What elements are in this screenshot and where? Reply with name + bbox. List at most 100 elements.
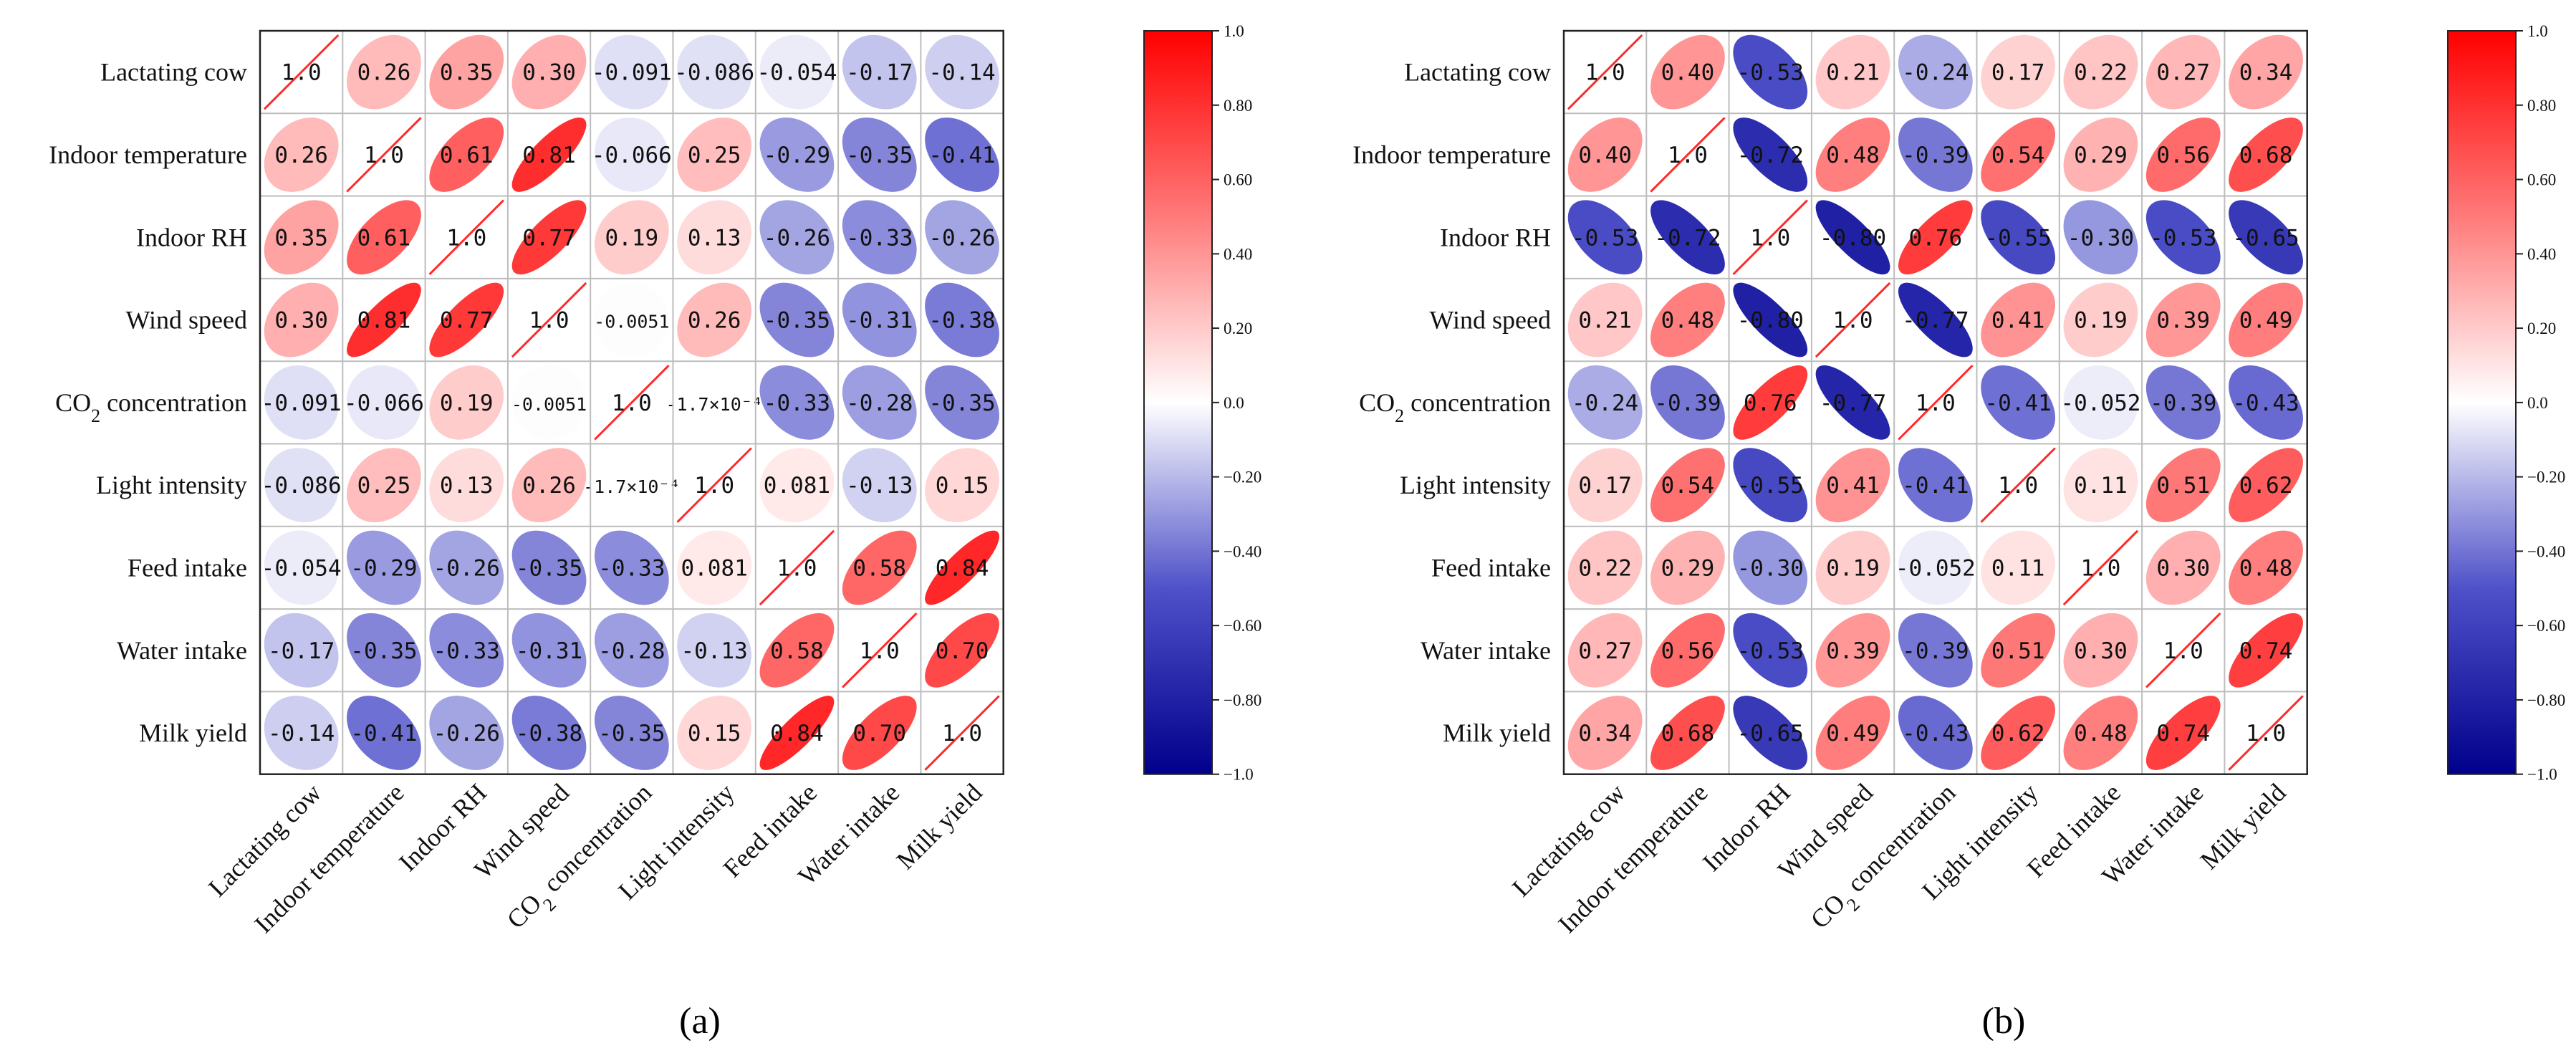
ellipse-cell-milk-yield-water-intake [2145, 696, 2221, 770]
value-label-cell-indoor-rh-feed-intake: -0.26 [764, 225, 830, 251]
y-tick-label-water-intake: Water intake [117, 636, 247, 665]
value-label-cell-feed-intake-indoor-rh: -0.26 [433, 555, 500, 581]
ellipse-cell-feed-intake-indoor-temperature [1650, 530, 1725, 605]
y-tick-label-indoor-temperature: Indoor temperature [49, 140, 247, 169]
diagonal-line [1898, 365, 1974, 441]
y-tick-label-co-concentration: CO2 concentration [55, 388, 247, 426]
value-label-cell-indoor-rh-lactating-cow: -0.53 [1572, 225, 1638, 251]
value-label-cell-lactating-cow-feed-intake: -0.054 [756, 60, 837, 86]
value-label-cell-light-intensity-indoor-temperature: 0.54 [1661, 473, 1715, 499]
colorbar-tick-label: −0.40 [2527, 542, 2565, 560]
value-label-cell-water-intake-indoor-rh: -0.53 [1737, 638, 1804, 664]
value-label-cell-indoor-temperature-light-intensity: 0.54 [1991, 143, 2045, 168]
ellipse-cell-water-intake-lactating-cow [264, 613, 339, 688]
y-tick-label-feed-intake: Feed intake [128, 553, 247, 582]
ellipse-cell-lactating-cow-milk-yield [925, 34, 999, 110]
ellipse-cell-light-intensity-feed-intake [759, 448, 835, 523]
ellipse-cell-light-intensity-wind-speed [511, 448, 587, 523]
diagonal-line [1650, 117, 1726, 193]
diagonal-line [2145, 613, 2221, 688]
diagonal-line [263, 34, 340, 110]
value-label-cell-co-concentration-indoor-temperature: -0.066 [344, 390, 424, 416]
colorbar-tick-label: 0.0 [2527, 394, 2548, 412]
panel-caption-a: (a) [679, 1001, 721, 1042]
value-label-cell-light-intensity-co-concentration: -1.7×10⁻⁴ [583, 476, 680, 497]
ellipse-cell-co-concentration-indoor-rh [1733, 365, 1808, 440]
ellipse-cell-wind-speed-water-intake [2145, 282, 2221, 357]
value-label-cell-lactating-cow-lactating-cow: 1.0 [282, 60, 322, 86]
value-label-cell-lactating-cow-wind-speed: 0.21 [1826, 60, 1880, 86]
ellipse-cell-co-concentration-feed-intake [759, 365, 835, 440]
value-label-cell-water-intake-feed-intake: 0.58 [770, 638, 824, 664]
value-label-cell-co-concentration-indoor-rh: 0.19 [440, 390, 494, 416]
ellipse-cell-feed-intake-indoor-temperature [347, 530, 421, 605]
value-label-cell-water-intake-milk-yield: 0.70 [936, 638, 989, 664]
y-tick-label-feed-intake: Feed intake [1431, 553, 1551, 582]
value-label-cell-water-intake-milk-yield: 0.74 [2239, 638, 2293, 664]
ellipse-cell-indoor-temperature-lactating-cow [264, 117, 339, 192]
value-label-cell-light-intensity-indoor-temperature: 0.25 [357, 473, 411, 499]
value-label-cell-water-intake-co-concentration: -0.28 [598, 638, 665, 664]
ellipse-cell-water-intake-indoor-temperature [347, 613, 421, 688]
colorbar-tick-label: −0.20 [2527, 469, 2565, 486]
ellipse-cell-milk-yield-co-concentration [594, 696, 669, 770]
ellipse-cell-co-concentration-indoor-rh [429, 365, 504, 440]
ellipse-cell-indoor-temperature-feed-intake [2063, 117, 2138, 192]
value-label-cell-feed-intake-feed-intake: 1.0 [777, 555, 817, 581]
ellipse-cell-light-intensity-co-concentration [1898, 448, 1973, 523]
ellipse-cell-light-intensity-lactating-cow [264, 448, 339, 523]
value-label-cell-milk-yield-lactating-cow: 0.34 [1578, 721, 1632, 746]
ellipse-cell-lactating-cow-indoor-temperature [347, 34, 421, 110]
diagonal-line [2228, 695, 2304, 771]
value-label-cell-indoor-temperature-lactating-cow: 0.40 [1578, 143, 1632, 168]
value-label-cell-indoor-temperature-indoor-temperature: 1.0 [1668, 143, 1708, 168]
value-label-cell-wind-speed-wind-speed: 1.0 [529, 308, 569, 334]
value-label-cell-milk-yield-wind-speed: -0.38 [516, 721, 582, 746]
ellipse-cell-milk-yield-feed-intake [759, 696, 835, 770]
value-label-cell-lactating-cow-water-intake: 0.27 [2156, 60, 2210, 86]
value-label-cell-light-intensity-indoor-rh: 0.13 [440, 473, 494, 499]
ellipse-cell-milk-yield-wind-speed [1815, 696, 1890, 770]
value-label-cell-co-concentration-indoor-rh: 0.76 [1744, 390, 1797, 416]
value-label-cell-co-concentration-feed-intake: -0.052 [2060, 390, 2140, 416]
value-label-cell-co-concentration-wind-speed: -0.77 [1820, 390, 1886, 416]
value-label-cell-lactating-cow-milk-yield: 0.34 [2239, 60, 2293, 86]
value-label-cell-indoor-temperature-water-intake: -0.35 [846, 143, 913, 168]
value-label-cell-light-intensity-water-intake: -0.13 [846, 473, 913, 499]
value-label-cell-milk-yield-indoor-rh: -0.26 [433, 721, 500, 746]
value-label-cell-milk-yield-water-intake: 0.74 [2156, 721, 2210, 746]
colorbar-tick-label: 0.60 [2527, 171, 2556, 189]
ellipse-cell-wind-speed-indoor-rh [1733, 282, 1808, 357]
value-label-cell-co-concentration-milk-yield: -0.43 [2232, 390, 2299, 416]
colorbar-tick-label: −0.40 [1224, 542, 1261, 560]
value-label-cell-light-intensity-milk-yield: 0.15 [936, 473, 989, 499]
value-label-cell-co-concentration-water-intake: -0.28 [846, 390, 913, 416]
value-label-cell-water-intake-lactating-cow: -0.17 [268, 638, 335, 664]
value-label-cell-lactating-cow-indoor-rh: -0.53 [1737, 60, 1804, 86]
ellipse-cell-feed-intake-milk-yield [2229, 530, 2303, 605]
value-label-cell-lactating-cow-co-concentration: -0.091 [592, 60, 672, 86]
value-label-cell-indoor-temperature-indoor-rh: -0.72 [1737, 143, 1804, 168]
ellipse-cell-light-intensity-feed-intake [2063, 448, 2138, 523]
ellipse-cell-indoor-rh-indoor-temperature [1650, 200, 1725, 275]
value-label-cell-feed-intake-co-concentration: -0.33 [598, 555, 665, 581]
ellipse-cell-lactating-cow-co-concentration [594, 34, 669, 110]
ellipse-cell-wind-speed-indoor-rh [429, 282, 504, 357]
colorbar-tick-label: 0.60 [1224, 171, 1252, 189]
value-label-cell-water-intake-indoor-rh: -0.33 [433, 638, 500, 664]
value-label-cell-indoor-rh-feed-intake: -0.30 [2067, 225, 2134, 251]
diagonal-line [511, 282, 587, 358]
ellipse-cell-water-intake-milk-yield [2229, 613, 2303, 688]
value-label-cell-co-concentration-co-concentration: 1.0 [612, 390, 652, 416]
value-label-cell-lactating-cow-water-intake: -0.17 [846, 60, 913, 86]
value-label-cell-indoor-rh-light-intensity: -0.55 [1984, 225, 2051, 251]
ellipse-cell-lactating-cow-indoor-temperature [1650, 34, 1725, 110]
value-label-cell-feed-intake-feed-intake: 1.0 [2080, 555, 2120, 581]
value-label-cell-indoor-temperature-wind-speed: 0.48 [1826, 143, 1880, 168]
colorbar-tick-label: 0.20 [1224, 320, 1252, 337]
ellipse-cell-lactating-cow-water-intake [842, 34, 917, 110]
ellipse-cell-feed-intake-wind-speed [511, 530, 587, 605]
diagonal-line [1980, 447, 2056, 523]
value-label-cell-feed-intake-water-intake: 0.58 [852, 555, 906, 581]
ellipse-cell-wind-speed-milk-yield [925, 282, 999, 357]
